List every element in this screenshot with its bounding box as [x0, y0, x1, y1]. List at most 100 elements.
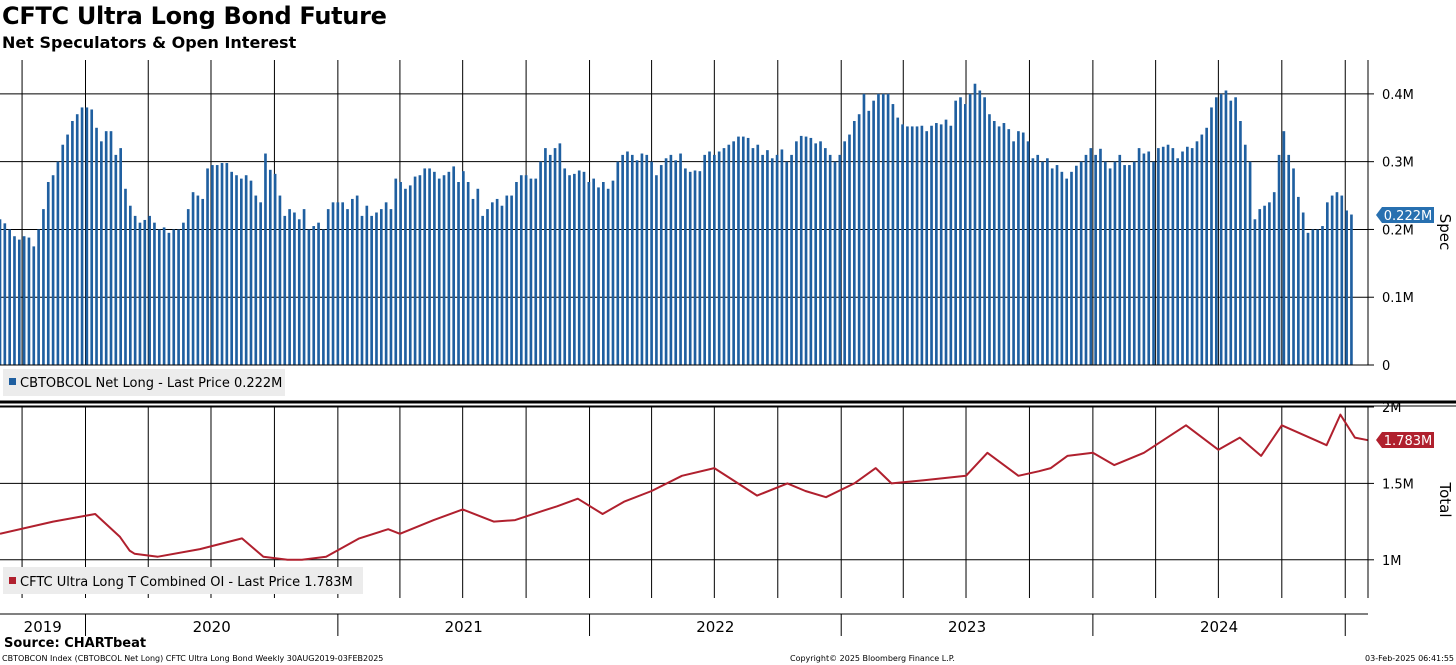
spec-bar — [664, 158, 668, 365]
spec-bar — [751, 148, 755, 365]
spec-legend-text: CBTOBCOL Net Long - Last Price 0.222M — [20, 376, 282, 391]
spec-bar — [1214, 97, 1218, 365]
spec-bar — [230, 171, 233, 365]
spec-bar — [659, 165, 663, 365]
spec-bar — [1282, 131, 1286, 365]
spec-bar — [167, 232, 171, 365]
spec-bar — [418, 175, 422, 365]
spec-bar — [939, 124, 943, 365]
spec-bar — [447, 171, 451, 365]
spec-bar — [476, 188, 480, 365]
axis-labels: 0 0.1M 0.2M 0.3M 0.4M 1M 1.5M 2M 2019 2020 2021 202… — [24, 88, 1414, 636]
spec-bar — [1060, 171, 1064, 365]
spec-bar — [1330, 195, 1334, 365]
spec-bar — [66, 134, 69, 365]
spec-bar — [1166, 144, 1170, 365]
spec-bar — [42, 209, 45, 365]
spec-bar — [732, 141, 735, 365]
spec-bar — [1026, 141, 1030, 365]
spec-bar — [722, 148, 726, 365]
spec-bar — [1335, 192, 1339, 365]
spec-bar — [1171, 148, 1175, 365]
year-label: 2022 — [696, 618, 734, 636]
spec-bar — [867, 110, 871, 365]
spec-bar — [1002, 123, 1006, 365]
source-note: Source: CHARTbeat — [4, 636, 147, 651]
spec-bar — [529, 178, 533, 365]
spec-bar — [964, 104, 967, 365]
ytick-label-oi: 2M — [1382, 401, 1402, 416]
spec-bar — [766, 150, 769, 365]
spec-bar — [809, 137, 813, 365]
spec-bar — [573, 173, 576, 365]
spec-bar — [1017, 131, 1020, 365]
spec-bar — [1306, 232, 1310, 365]
spec-bar — [215, 165, 219, 365]
footer-timestamp: 03-Feb-2025 06:41:55 — [1365, 654, 1454, 663]
spec-bar — [1311, 229, 1315, 365]
spec-bar — [1219, 93, 1223, 365]
spec-bar — [75, 114, 79, 365]
spec-bar — [119, 148, 122, 365]
spec-bar — [162, 227, 166, 365]
spec-bar — [616, 161, 620, 365]
spec-bar — [307, 229, 311, 365]
oi-last-badge: 1.783M — [1376, 432, 1434, 449]
spec-bar — [490, 202, 494, 365]
spec-bar — [1084, 154, 1088, 365]
spec-bar — [901, 124, 904, 365]
spec-bar — [177, 229, 180, 365]
spec-bar — [843, 141, 846, 365]
spec-bar — [582, 171, 586, 365]
spec-bar — [1253, 219, 1257, 365]
spec-bar — [577, 170, 581, 365]
spec-bar — [1161, 146, 1165, 365]
spec-bar — [833, 161, 837, 365]
spec-bar — [394, 178, 398, 365]
spec-bar — [630, 154, 634, 365]
spec-bar — [626, 151, 629, 365]
spec-bar — [114, 154, 118, 365]
spec-bar — [1301, 212, 1305, 365]
spec-bar — [437, 178, 441, 365]
spec-bar — [606, 188, 610, 365]
spec-bar — [1147, 151, 1151, 365]
spec-bar — [684, 168, 687, 365]
spec-bar — [741, 136, 745, 365]
spec-bar — [1258, 209, 1262, 365]
spec-bar — [1075, 165, 1078, 365]
spec-bar — [423, 168, 427, 365]
spec-bar — [510, 195, 513, 365]
spec-bar — [452, 166, 456, 365]
spec-bar — [1316, 229, 1319, 365]
spec-bar — [799, 135, 803, 365]
spec-bar — [906, 126, 909, 365]
spec-bar — [1287, 154, 1291, 365]
spec-bar — [336, 202, 340, 365]
spec-bar — [1152, 161, 1155, 365]
spec-bar — [1041, 161, 1044, 365]
year-label: 2023 — [948, 618, 986, 636]
ytick-label-spec: 0.3M — [1382, 156, 1414, 171]
spec-bar — [235, 175, 238, 365]
spec-legend: CBTOBCOL Net Long - Last Price 0.222M — [3, 369, 285, 396]
spec-bar — [259, 202, 262, 365]
spec-bar — [558, 143, 562, 365]
oi-axis-title: Total — [1436, 481, 1454, 517]
spec-bar — [312, 226, 316, 365]
spec-bar — [1055, 165, 1059, 365]
spec-bar — [1210, 107, 1213, 365]
spec-bar — [22, 236, 26, 365]
spec-bar — [824, 148, 827, 365]
spec-bar — [466, 182, 470, 365]
spec-bar — [1065, 178, 1068, 365]
ytick-label-oi: 1M — [1382, 554, 1402, 569]
spec-bar — [240, 178, 243, 365]
spec-bar — [1070, 171, 1073, 365]
spec-bar — [669, 154, 673, 365]
spec-bar — [428, 168, 431, 365]
spec-bar — [128, 205, 132, 365]
spec-bar — [877, 93, 880, 365]
spec-bar — [819, 141, 822, 365]
spec-bar — [621, 154, 624, 365]
